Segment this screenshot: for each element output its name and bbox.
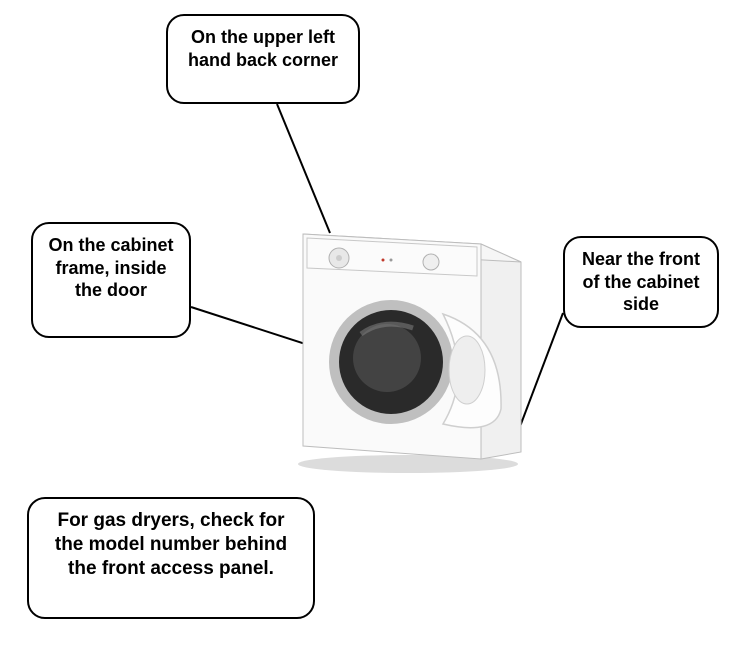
connector-top (277, 104, 330, 233)
door-window (449, 336, 485, 404)
callout-right-text: Near the front of the cabinet side (582, 249, 700, 314)
callout-bottom-text: For gas dryers, check for the model numb… (55, 510, 287, 579)
callout-left: On the cabinet frame, inside the door (31, 222, 191, 338)
dryer-svg (283, 224, 528, 474)
callout-right: Near the front of the cabinet side (563, 236, 719, 328)
control-knob-center (336, 255, 342, 261)
indicator-2 (390, 259, 393, 262)
callout-bottom: For gas dryers, check for the model numb… (27, 497, 315, 619)
callout-left-text: On the cabinet frame, inside the door (48, 235, 173, 300)
callout-top: On the upper left hand back corner (166, 14, 360, 104)
indicator-1 (382, 259, 385, 262)
callout-top-text: On the upper left hand back corner (188, 27, 338, 70)
dryer-illustration (283, 224, 528, 474)
control-dial (423, 254, 439, 270)
